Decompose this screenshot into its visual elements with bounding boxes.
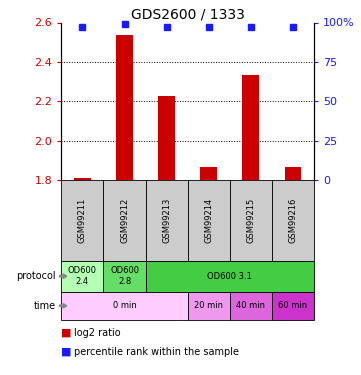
Text: protocol: protocol — [16, 271, 56, 281]
Text: OD600 3.1: OD600 3.1 — [208, 272, 252, 280]
Text: GSM99211: GSM99211 — [78, 198, 87, 243]
Text: percentile rank within the sample: percentile rank within the sample — [74, 347, 239, 357]
Text: 0 min: 0 min — [113, 302, 136, 310]
Text: GSM99215: GSM99215 — [247, 198, 255, 243]
Text: ■: ■ — [61, 328, 72, 338]
Title: GDS2600 / 1333: GDS2600 / 1333 — [131, 8, 245, 21]
Text: OD600
2.8: OD600 2.8 — [110, 267, 139, 286]
Text: 20 min: 20 min — [194, 302, 223, 310]
Bar — [158, 96, 175, 180]
Text: log2 ratio: log2 ratio — [74, 328, 121, 338]
Text: 40 min: 40 min — [236, 302, 265, 310]
Text: OD600
2.4: OD600 2.4 — [68, 267, 97, 286]
Text: GSM99212: GSM99212 — [120, 198, 129, 243]
Bar — [284, 167, 301, 180]
Bar — [74, 178, 91, 180]
Text: 60 min: 60 min — [278, 302, 308, 310]
Bar — [243, 75, 259, 180]
Text: GSM99213: GSM99213 — [162, 198, 171, 243]
Text: GSM99216: GSM99216 — [288, 198, 297, 243]
Text: ■: ■ — [61, 347, 72, 357]
Bar — [200, 167, 217, 180]
Text: time: time — [34, 301, 56, 311]
Bar — [116, 35, 133, 180]
Text: GSM99214: GSM99214 — [204, 198, 213, 243]
